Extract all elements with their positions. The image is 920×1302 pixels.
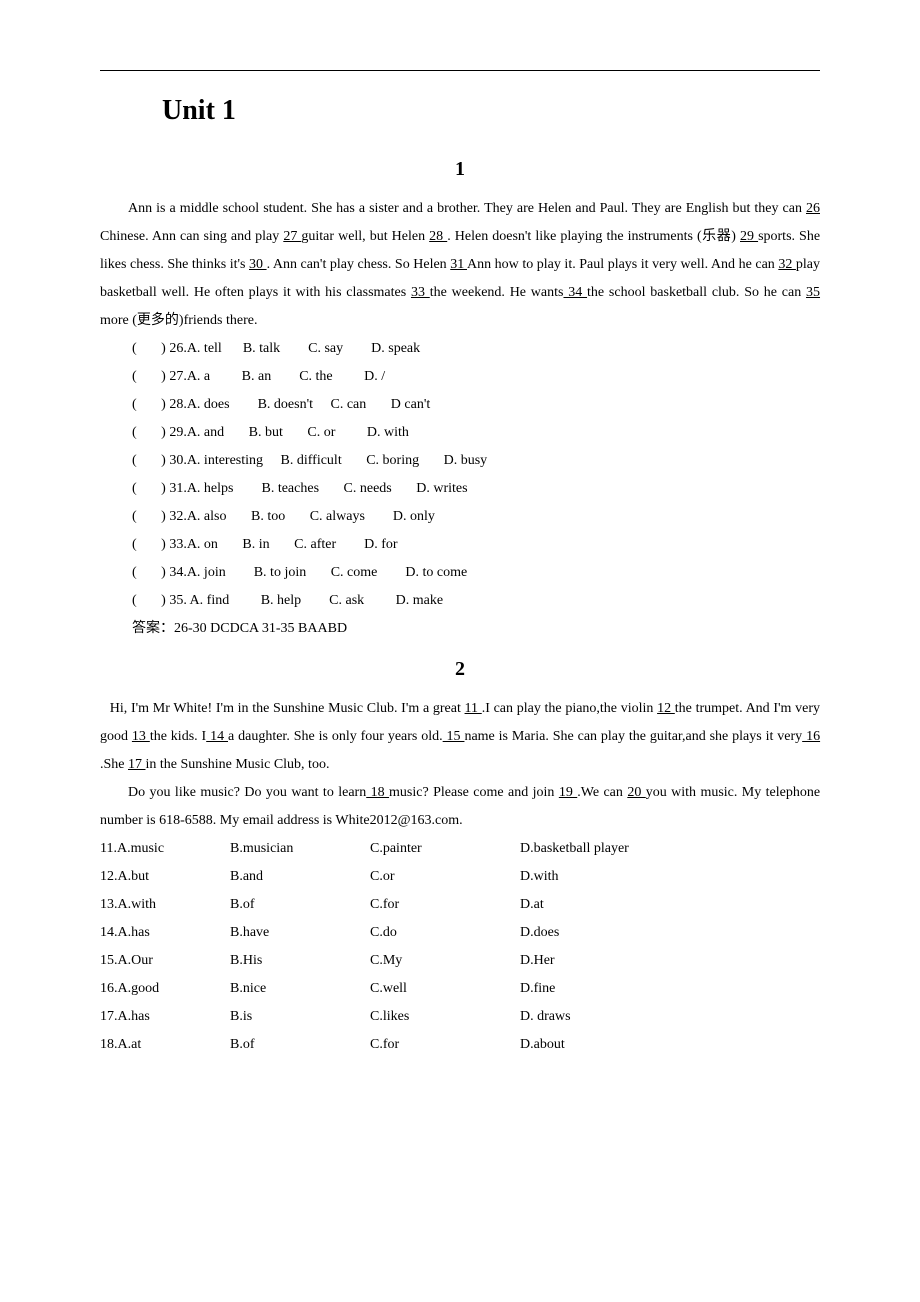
option-c: C.for [370,1031,520,1059]
table-row: 18.A.atB.ofC.forD.about [100,1031,660,1059]
question-row: ( ) 31.A. helps B. teaches C. needs D. w… [132,475,820,503]
option-b: B.musician [230,835,370,863]
table-row: 17.A.hasB.isC.likesD. draws [100,1003,660,1031]
table-row: 11.A.musicB.musicianC.painterD.basketbal… [100,835,660,863]
unit-title: Unit 1 [162,83,820,139]
option-b: B.have [230,919,370,947]
table-row: 12.A.butB.andC.orD.with [100,863,660,891]
option-n: 11.A.music [100,835,230,863]
question-row: ( ) 29.A. and B. but C. or D. with [132,419,820,447]
section-1-number: 1 [100,149,820,189]
option-n: 15.A.Our [100,947,230,975]
option-c: C.likes [370,1003,520,1031]
option-b: B.His [230,947,370,975]
option-b: B.of [230,1031,370,1059]
option-c: C.well [370,975,520,1003]
option-n: 17.A.has [100,1003,230,1031]
option-c: C.for [370,891,520,919]
option-b: B.of [230,891,370,919]
option-d: D.Her [520,947,660,975]
option-n: 12.A.but [100,863,230,891]
option-d: D.with [520,863,660,891]
option-d: D.at [520,891,660,919]
table-row: 13.A.withB.ofC.forD.at [100,891,660,919]
option-d: D.basketball player [520,835,660,863]
passage-1-text: Ann is a middle school student. She has … [100,201,820,328]
question-row: ( ) 32.A. also B. too C. always D. only [132,503,820,531]
question-row: ( ) 30.A. interesting B. difficult C. bo… [132,447,820,475]
top-divider [100,70,820,71]
passage-2a-text: Hi, I'm Mr White! I'm in the Sunshine Mu… [100,701,820,772]
option-c: C.do [370,919,520,947]
table-row: 16.A.goodB.niceC.wellD.fine [100,975,660,1003]
question-row: ( ) 33.A. on B. in C. after D. for [132,531,820,559]
question-row: ( ) 26.A. tell B. talk C. say D. speak [132,335,820,363]
section-1-answer: 答案：26-30 DCDCA 31-35 BAABD [132,615,820,643]
option-c: C.painter [370,835,520,863]
section-2-options-table: 11.A.musicB.musicianC.painterD.basketbal… [100,835,660,1059]
question-row: ( ) 34.A. join B. to join C. come D. to … [132,559,820,587]
option-c: C.My [370,947,520,975]
document-page: Unit 1 1 Ann is a middle school student.… [0,0,920,1099]
option-b: B.nice [230,975,370,1003]
option-d: D.fine [520,975,660,1003]
section-1-passage: Ann is a middle school student. She has … [100,195,820,335]
question-row: ( ) 35. A. find B. help C. ask D. make [132,587,820,615]
passage-2b-text: Do you like music? Do you want to learn … [100,785,820,828]
option-n: 16.A.good [100,975,230,1003]
option-d: D.does [520,919,660,947]
option-b: B.is [230,1003,370,1031]
table-row: 15.A.OurB.HisC.MyD.Her [100,947,660,975]
option-c: C.or [370,863,520,891]
option-n: 14.A.has [100,919,230,947]
section-2-number: 2 [100,649,820,689]
option-d: D. draws [520,1003,660,1031]
section-1-questions: ( ) 26.A. tell B. talk C. say D. speak (… [132,335,820,615]
section-2-passage-2: Do you like music? Do you want to learn … [100,779,820,835]
option-b: B.and [230,863,370,891]
option-n: 18.A.at [100,1031,230,1059]
option-n: 13.A.with [100,891,230,919]
option-d: D.about [520,1031,660,1059]
question-row: ( ) 27.A. a B. an C. the D. / [132,363,820,391]
section-2-passage-1: Hi, I'm Mr White! I'm in the Sunshine Mu… [100,695,820,779]
question-row: ( ) 28.A. does B. doesn't C. can D can't [132,391,820,419]
table-row: 14.A.hasB.haveC.doD.does [100,919,660,947]
